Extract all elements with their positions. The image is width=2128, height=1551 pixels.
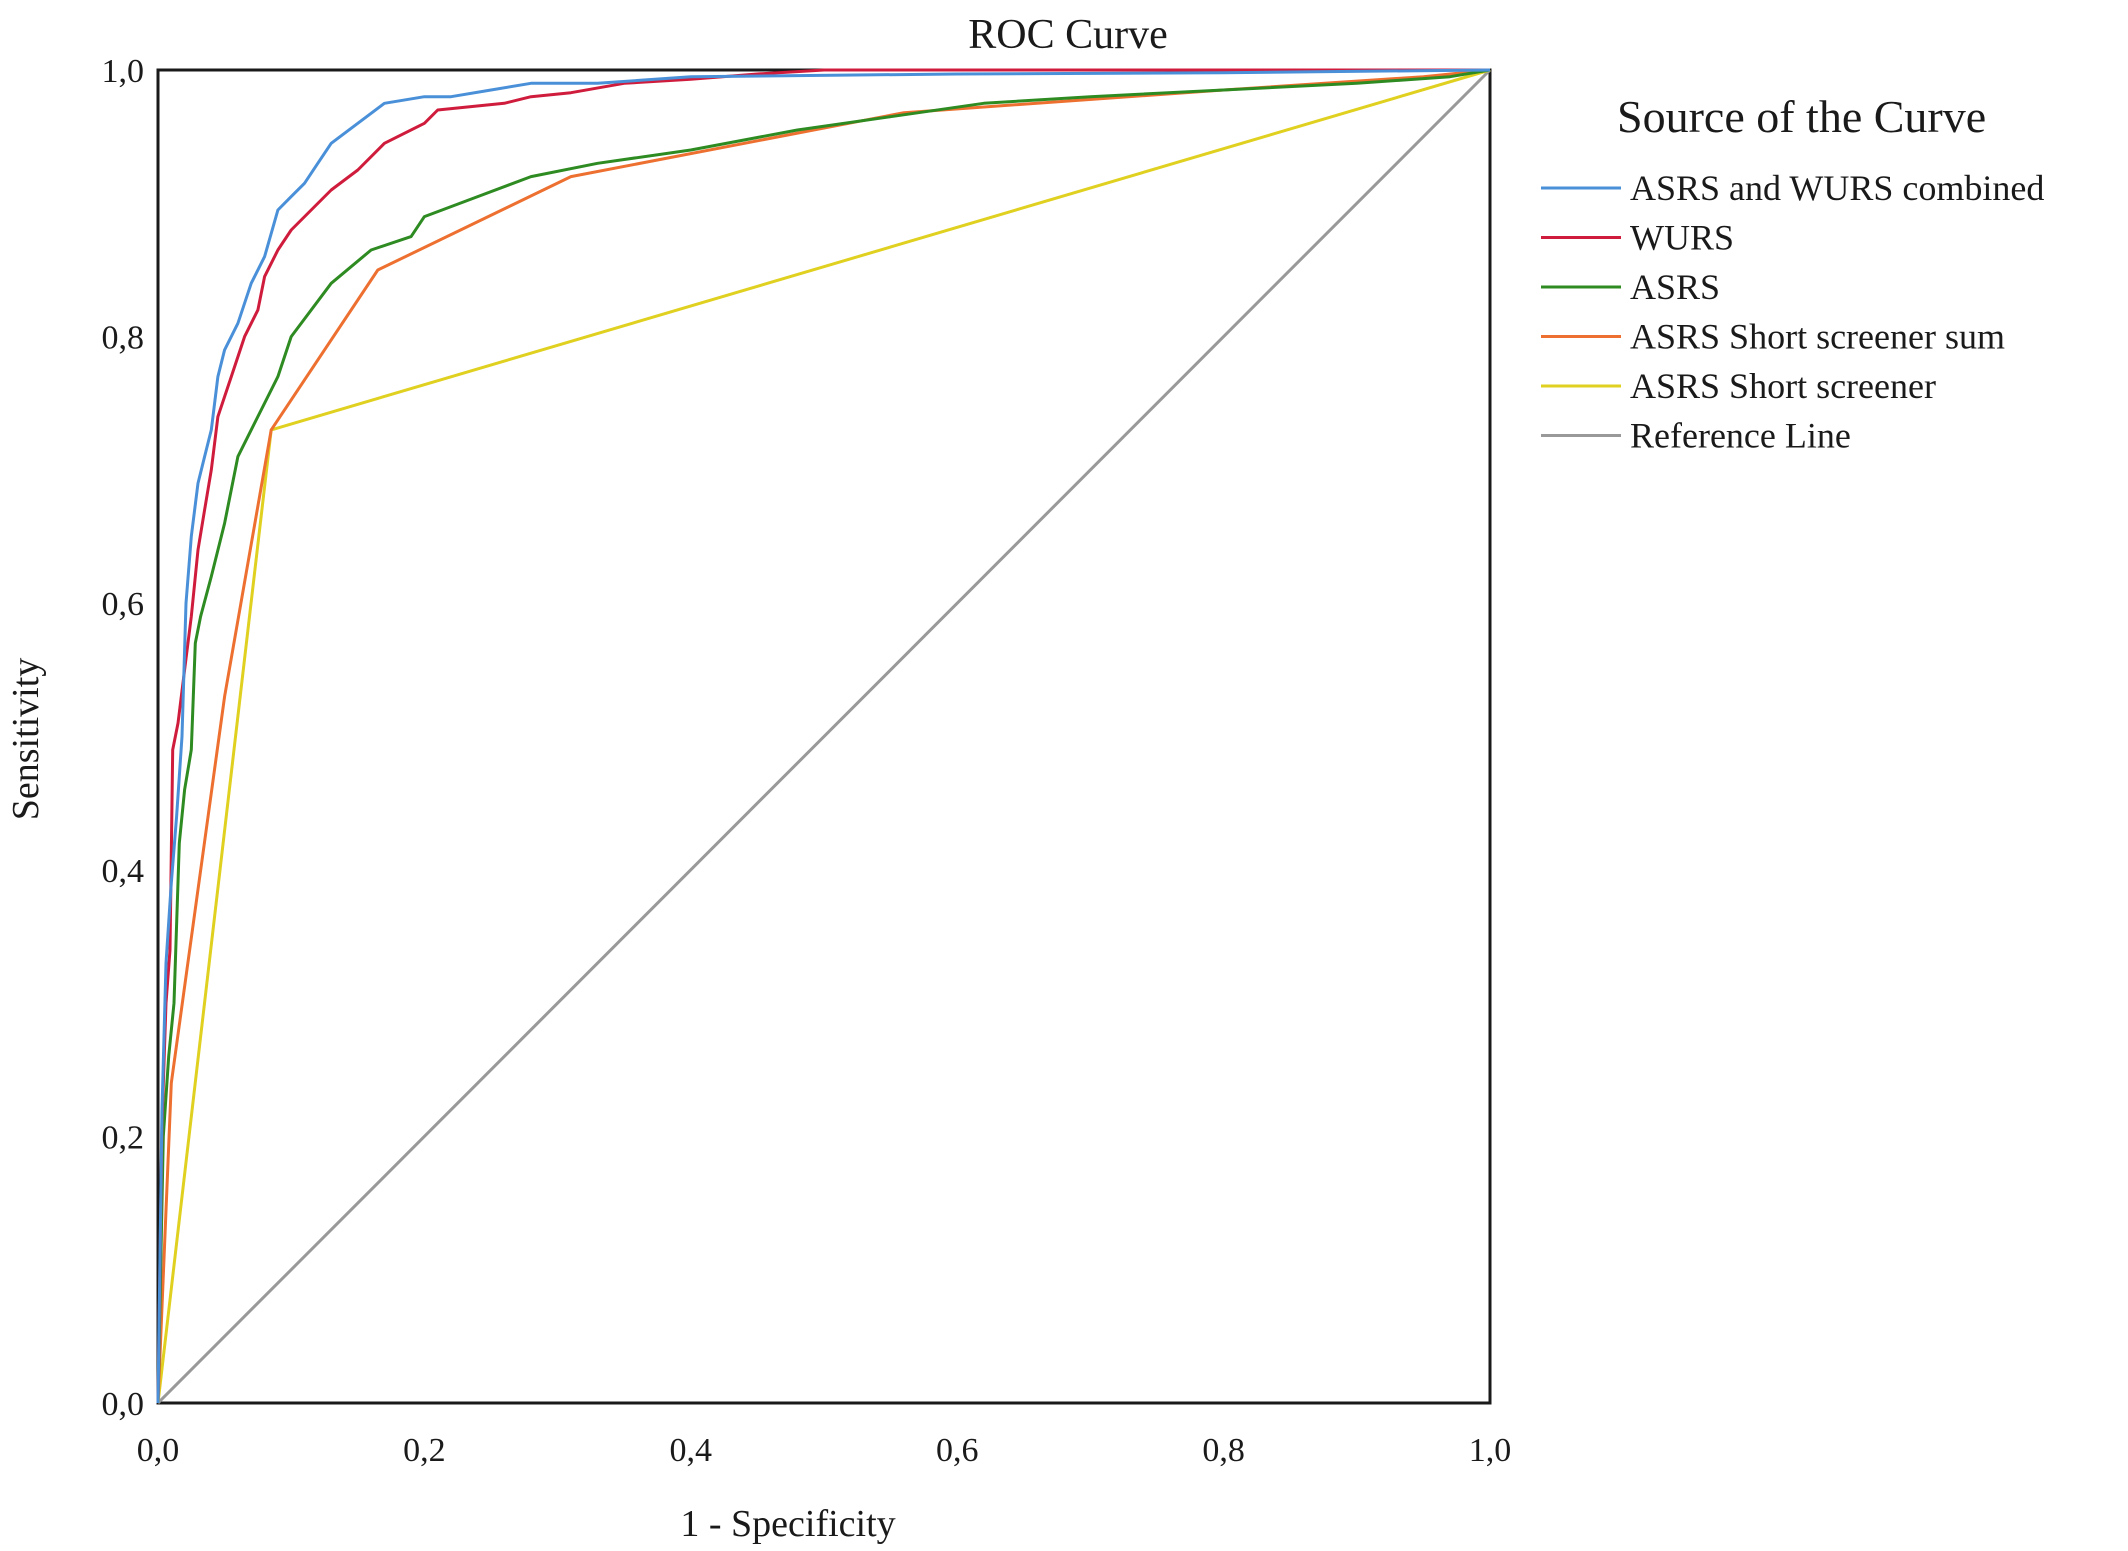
- legend-title: Source of the Curve: [1617, 91, 1986, 142]
- y-axis-label: Sensitivity: [5, 658, 47, 821]
- series-layer: [156, 68, 1492, 1405]
- chart-title: ROC Curve: [968, 12, 1168, 58]
- x-tick-label: 0,0: [137, 1432, 180, 1469]
- y-tick-label: 0,4: [102, 853, 145, 890]
- legend: Source of the Curve ASRS and WURS combin…: [1541, 91, 2044, 456]
- legend-label-1: WURS: [1630, 218, 1734, 258]
- x-tick-label: 0,8: [1202, 1432, 1245, 1469]
- series-line-2: [156, 68, 1491, 1404]
- y-tick-label: 0,8: [102, 320, 145, 357]
- x-tick-label: 0,6: [936, 1432, 979, 1469]
- y-tick-label: 0,6: [102, 586, 145, 623]
- legend-label-5: Reference Line: [1630, 416, 1851, 456]
- legend-label-2: ASRS: [1630, 267, 1720, 307]
- y-tick-label: 0,2: [102, 1119, 145, 1156]
- series-line-5: [156, 68, 1492, 1405]
- series-line-1: [156, 68, 1490, 1404]
- y-tick-label: 1,0: [102, 53, 145, 90]
- series-line-0: [156, 68, 1491, 1404]
- x-tick-label: 1,0: [1469, 1432, 1512, 1469]
- y-tick-label: 0,0: [102, 1386, 145, 1423]
- ticks-layer: 0,0 0,2 0,4 0,6 0,8 1,0 0,0 0,2 0,4 0,6 0,8 1,0: [102, 53, 1512, 1469]
- series-line-3: [156, 68, 1491, 1404]
- legend-label-3: ASRS Short screener sum: [1630, 317, 2005, 357]
- x-axis-label: 1 - Specificity: [680, 1503, 895, 1545]
- legend-label-4: ASRS Short screener: [1630, 366, 1936, 406]
- x-tick-label: 0,2: [403, 1432, 446, 1469]
- legend-label-0: ASRS and WURS combined: [1630, 168, 2044, 208]
- x-tick-label: 0,4: [670, 1432, 713, 1469]
